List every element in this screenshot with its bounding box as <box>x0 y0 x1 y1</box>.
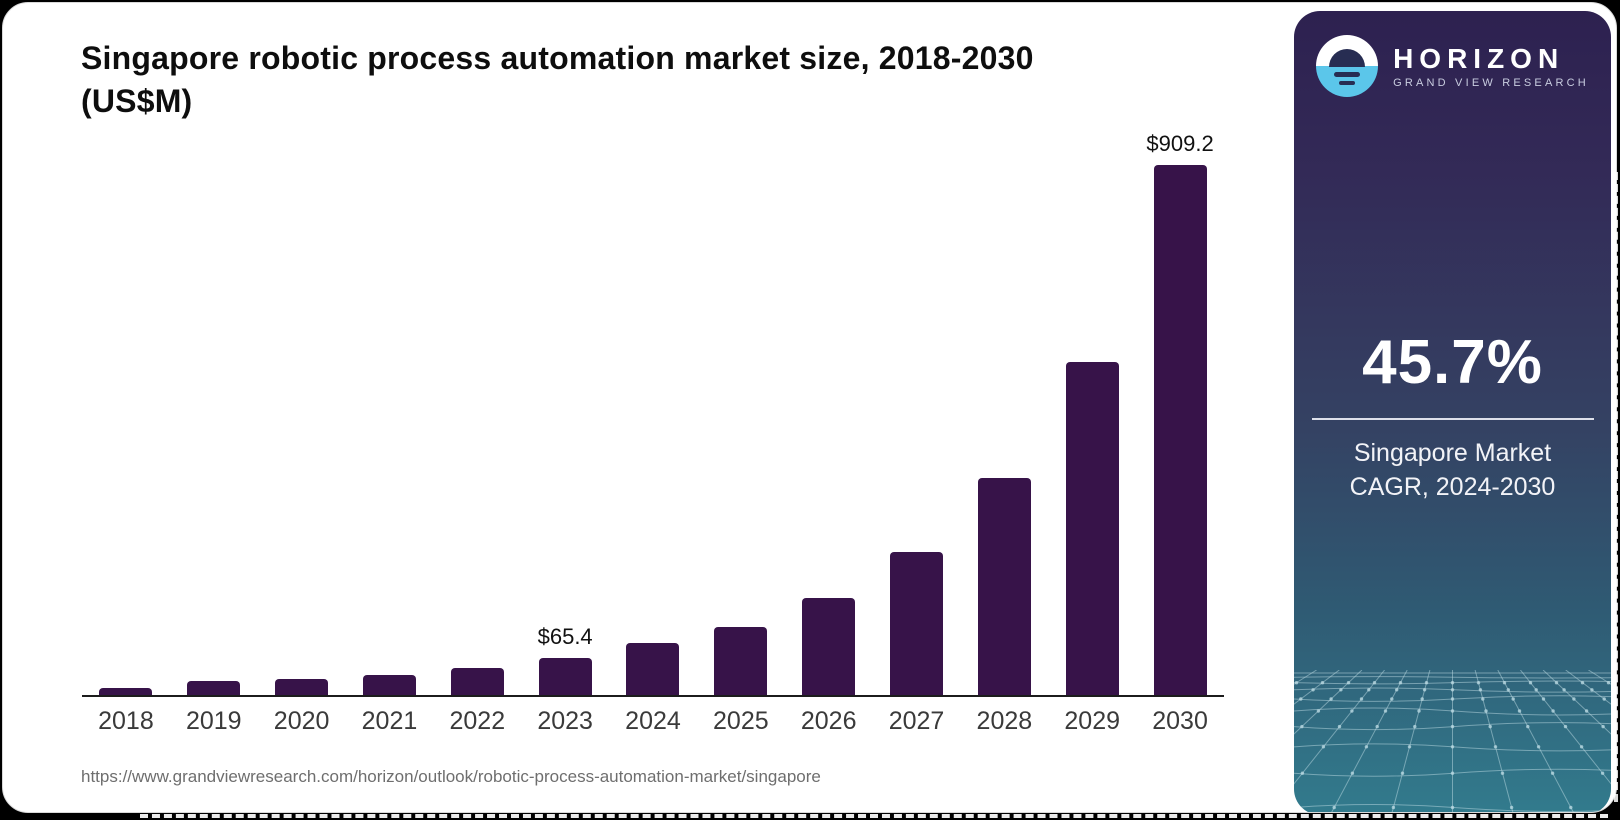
logo-sun-shape <box>1329 49 1366 67</box>
chart-title-line1: Singapore robotic process automation mar… <box>81 40 1034 76</box>
cagr-label-line2: CAGR, 2024-2030 <box>1349 473 1556 501</box>
bar-2024 <box>626 643 680 696</box>
wireframe-mesh-graphic <box>1294 670 1611 812</box>
bar-2019 <box>187 681 241 696</box>
bar-2022 <box>450 668 504 696</box>
bar-2027 <box>890 552 944 696</box>
logo-row: HORIZON GRAND VIEW RESEARCH <box>1294 35 1611 97</box>
bar-2030 <box>1153 165 1207 696</box>
horizon-sun-logo-icon <box>1316 35 1379 97</box>
x-axis-label: 2026 <box>800 707 857 735</box>
bar-2018 <box>99 688 153 696</box>
bar-slot-2027 <box>873 552 961 696</box>
x-axis-label: 2030 <box>1152 707 1208 735</box>
bar-2020 <box>275 679 329 696</box>
bar-slot-2024 <box>609 643 697 696</box>
x-axis-label: 2023 <box>537 707 593 735</box>
cagr-value: 45.7% <box>1362 328 1543 397</box>
x-axis-label: 2021 <box>361 707 418 735</box>
bar-2029 <box>1065 361 1119 696</box>
chart-title: Singapore robotic process automation mar… <box>81 37 1181 123</box>
cagr-label-line1: Singapore Market <box>1353 439 1552 467</box>
bar-2028 <box>977 478 1031 696</box>
logo-reflection-line <box>1339 81 1356 85</box>
bar-slot-2030: $909.2 <box>1136 131 1224 696</box>
x-axis-label: 2024 <box>625 707 681 735</box>
frame-right-dashes <box>1614 172 1618 802</box>
x-axis-line <box>82 695 1224 697</box>
brand-name: HORIZON <box>1393 42 1565 74</box>
bar-slot-2021 <box>346 675 434 696</box>
bar-2026 <box>802 597 856 696</box>
x-axis-label: 2027 <box>888 707 945 735</box>
bar-slot-2029 <box>1048 361 1136 696</box>
chart-title-line2: (US$M) <box>81 83 193 119</box>
bar-slot-2018 <box>82 688 170 696</box>
bar-slot-2028 <box>960 478 1048 696</box>
brand-sidebar: HORIZON GRAND VIEW RESEARCH 45.7% Singap… <box>1294 11 1611 812</box>
x-axis-label: 2028 <box>976 707 1033 735</box>
bar-value-label: $909.2 <box>1146 131 1214 156</box>
bar-slot-2026 <box>785 597 873 696</box>
logo-reflection-line <box>1334 72 1361 77</box>
stat-divider <box>1311 418 1594 420</box>
x-axis-label: 2025 <box>713 707 769 735</box>
bar-slot-2022 <box>433 668 521 696</box>
bar-2021 <box>362 675 416 696</box>
x-axis-labels: 2018 2019 2020 2021 2022 2023 2024 2025 2026 2027… <box>82 707 1224 736</box>
bar-2025 <box>714 627 768 696</box>
x-axis-label: 2019 <box>185 707 242 735</box>
bar-slot-2023: $65.4 <box>521 624 609 696</box>
logo-text-block: HORIZON GRAND VIEW RESEARCH <box>1393 42 1589 89</box>
bar-slot-2025 <box>697 627 785 696</box>
bar-slot-2019 <box>170 681 258 696</box>
frame-bottom-dashes <box>140 814 1608 818</box>
bar-2023 <box>538 657 592 696</box>
x-axis-label: 2029 <box>1064 707 1121 735</box>
source-url: https://www.grandviewresearch.com/horizo… <box>81 767 821 786</box>
cagr-stat-block: 45.7% Singapore Market CAGR, 2024-2030 <box>1294 327 1611 504</box>
x-axis-label: 2018 <box>98 707 154 735</box>
x-axis-label: 2022 <box>449 707 506 735</box>
bar-value-label: $65.4 <box>537 623 593 649</box>
bar-chart-plot-area: $65.4 $909.2 <box>82 123 1224 696</box>
bar-slot-2020 <box>258 679 346 696</box>
brand-subtitle: GRAND VIEW RESEARCH <box>1393 76 1589 89</box>
x-axis-label: 2020 <box>273 707 330 735</box>
